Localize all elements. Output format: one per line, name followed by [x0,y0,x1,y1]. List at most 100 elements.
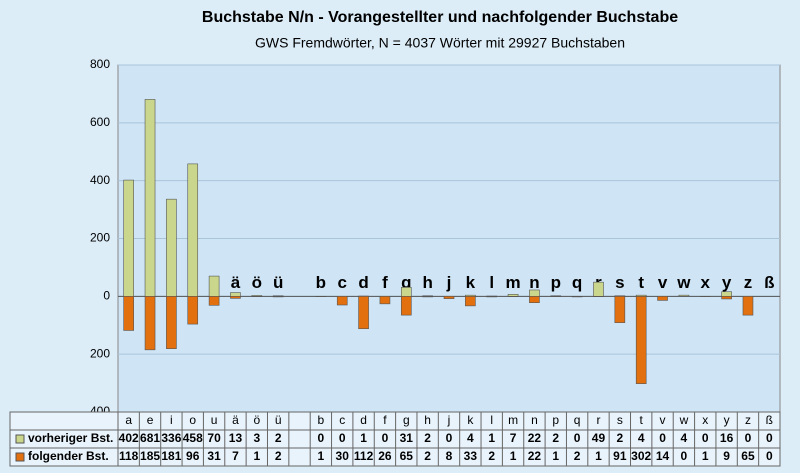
x-tick-label: y [724,413,730,427]
data-label: 2 [275,431,282,445]
data-label: 2 [275,449,282,463]
bar [465,296,476,307]
bar [678,294,690,297]
x-tick-label: ß [766,413,773,427]
bar [144,99,156,297]
data-label: 2 [424,431,431,445]
data-label: 681 [140,431,160,445]
data-label: 49 [592,431,606,445]
data-label: 65 [741,449,755,463]
category-letter: f [382,273,388,292]
bar [614,296,626,323]
data-label: 26 [378,449,392,463]
category-letter: p [551,273,561,292]
x-tick-label: o [189,413,196,427]
category-letter: ü [273,273,283,292]
data-label: 14 [656,449,670,463]
legend-swatch [15,434,25,444]
x-tick-label: h [424,413,431,427]
data-label: 2 [574,449,581,463]
x-tick-label: s [617,413,623,427]
category-letter: d [358,273,368,292]
category-letter: k [466,273,476,292]
x-tick-label: c [339,413,345,427]
data-label: 0 [339,431,346,445]
x-tick-label: v [660,413,666,427]
data-label: 2 [552,431,559,445]
x-tick-label: p [552,413,559,427]
data-label: 118 [119,449,139,463]
data-label: 1 [253,449,260,463]
category-letter: j [446,273,452,292]
category-letter: q [572,273,582,292]
data-label: 185 [140,449,160,463]
bar [208,275,220,297]
data-label: 96 [186,449,200,463]
category-letter: t [638,273,644,292]
category-letter: h [422,273,432,292]
data-label: 4 [467,431,474,445]
bar [443,296,455,299]
data-label: 0 [702,431,709,445]
bar [507,294,519,297]
x-tick-label: ä [232,413,239,427]
bar [144,296,156,351]
data-label: 22 [528,449,542,463]
x-tick-label: m [508,413,518,427]
bar [529,296,540,303]
chart-subtitle: GWS Fremdwörter, N = 4037 Wörter mit 299… [255,35,625,51]
data-label: 1 [702,449,709,463]
y-tick-label: 800 [90,57,110,71]
data-label: 2 [488,449,495,463]
x-tick-label: x [702,413,708,427]
data-label: 4 [681,431,688,445]
data-label: 70 [207,431,221,445]
y-tick-label: 200 [90,231,110,245]
data-label: 7 [510,431,517,445]
data-label: 7 [232,449,239,463]
category-letter: y [722,273,732,292]
bar [422,296,433,298]
bar [635,296,647,384]
category-letter: m [506,273,521,292]
x-tick-label: w [679,413,689,427]
data-label: 0 [745,431,752,445]
bar [230,296,241,299]
data-label: 336 [161,431,181,445]
legend-label: folgender Bst. [28,449,109,463]
data-label: 458 [183,431,203,445]
bar [486,296,498,298]
data-label: 0 [574,431,581,445]
bar [593,281,604,297]
data-label: 402 [119,431,139,445]
bar [571,296,583,298]
x-tick-label: j [447,413,451,427]
bar [529,289,540,297]
bar [187,296,199,325]
x-tick-label: n [531,413,538,427]
data-label: 0 [659,431,666,445]
x-tick-label: ü [275,413,282,427]
data-label: 0 [446,431,453,445]
bar [657,296,668,301]
x-tick-label: z [745,413,751,427]
category-letter: ß [764,273,774,292]
data-label: 1 [488,431,495,445]
x-tick-label: q [574,413,581,427]
data-label: 4 [638,431,645,445]
x-tick-label: u [211,413,218,427]
x-tick-label: l [490,413,493,427]
chart-title: Buchstabe N/n - Vorangestellter und nach… [202,9,678,26]
bar [400,287,412,297]
category-letter: g [401,273,411,292]
bar [358,296,369,330]
category-letter: b [316,273,326,292]
data-label: 302 [631,449,651,463]
bar [742,296,754,316]
bar [208,296,220,306]
legend-label: vorheriger Bst. [28,431,113,445]
bar [166,296,177,349]
data-label: 13 [229,431,243,445]
data-label: 1 [510,449,517,463]
